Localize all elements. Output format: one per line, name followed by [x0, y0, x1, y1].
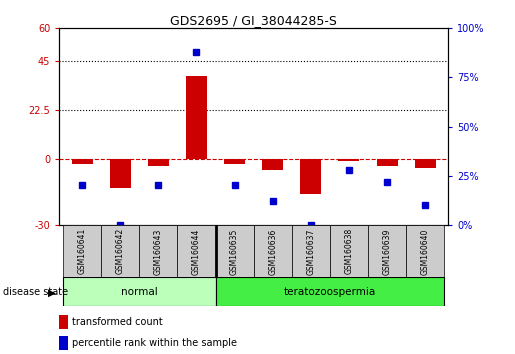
Bar	[177, 225, 215, 278]
Bar	[59, 336, 68, 350]
Bar	[63, 277, 215, 306]
Bar	[368, 225, 406, 278]
Text: GSM160638: GSM160638	[345, 228, 353, 274]
Bar	[415, 159, 436, 168]
Text: normal: normal	[121, 287, 158, 297]
Text: teratozoospermia: teratozoospermia	[284, 287, 376, 297]
Text: GSM160639: GSM160639	[383, 228, 391, 275]
Bar	[59, 315, 68, 329]
Bar	[148, 159, 169, 166]
Title: GDS2695 / GI_38044285-S: GDS2695 / GI_38044285-S	[170, 14, 337, 27]
Text: GSM160642: GSM160642	[116, 228, 125, 274]
Text: transformed count: transformed count	[73, 317, 163, 327]
Text: GSM160640: GSM160640	[421, 228, 430, 275]
Bar	[224, 159, 245, 164]
Bar	[262, 159, 283, 170]
Text: GSM160641: GSM160641	[78, 228, 87, 274]
Bar	[72, 159, 93, 164]
Bar	[63, 225, 101, 278]
Text: GSM160635: GSM160635	[230, 228, 239, 275]
Bar	[215, 225, 253, 278]
Bar	[330, 225, 368, 278]
Text: GSM160636: GSM160636	[268, 228, 277, 275]
Bar	[101, 225, 139, 278]
Bar	[292, 225, 330, 278]
Bar	[338, 159, 359, 161]
Bar	[186, 76, 207, 159]
Text: percentile rank within the sample: percentile rank within the sample	[73, 338, 237, 348]
Bar	[110, 159, 131, 188]
Bar	[215, 277, 444, 306]
Text: GSM160643: GSM160643	[154, 228, 163, 275]
Text: disease state: disease state	[3, 287, 67, 297]
Bar	[406, 225, 444, 278]
Bar	[253, 225, 292, 278]
Bar	[376, 159, 398, 166]
Text: ▶: ▶	[47, 287, 56, 297]
Text: GSM160637: GSM160637	[306, 228, 315, 275]
Bar	[300, 159, 321, 194]
Text: GSM160644: GSM160644	[192, 228, 201, 275]
Bar	[139, 225, 177, 278]
